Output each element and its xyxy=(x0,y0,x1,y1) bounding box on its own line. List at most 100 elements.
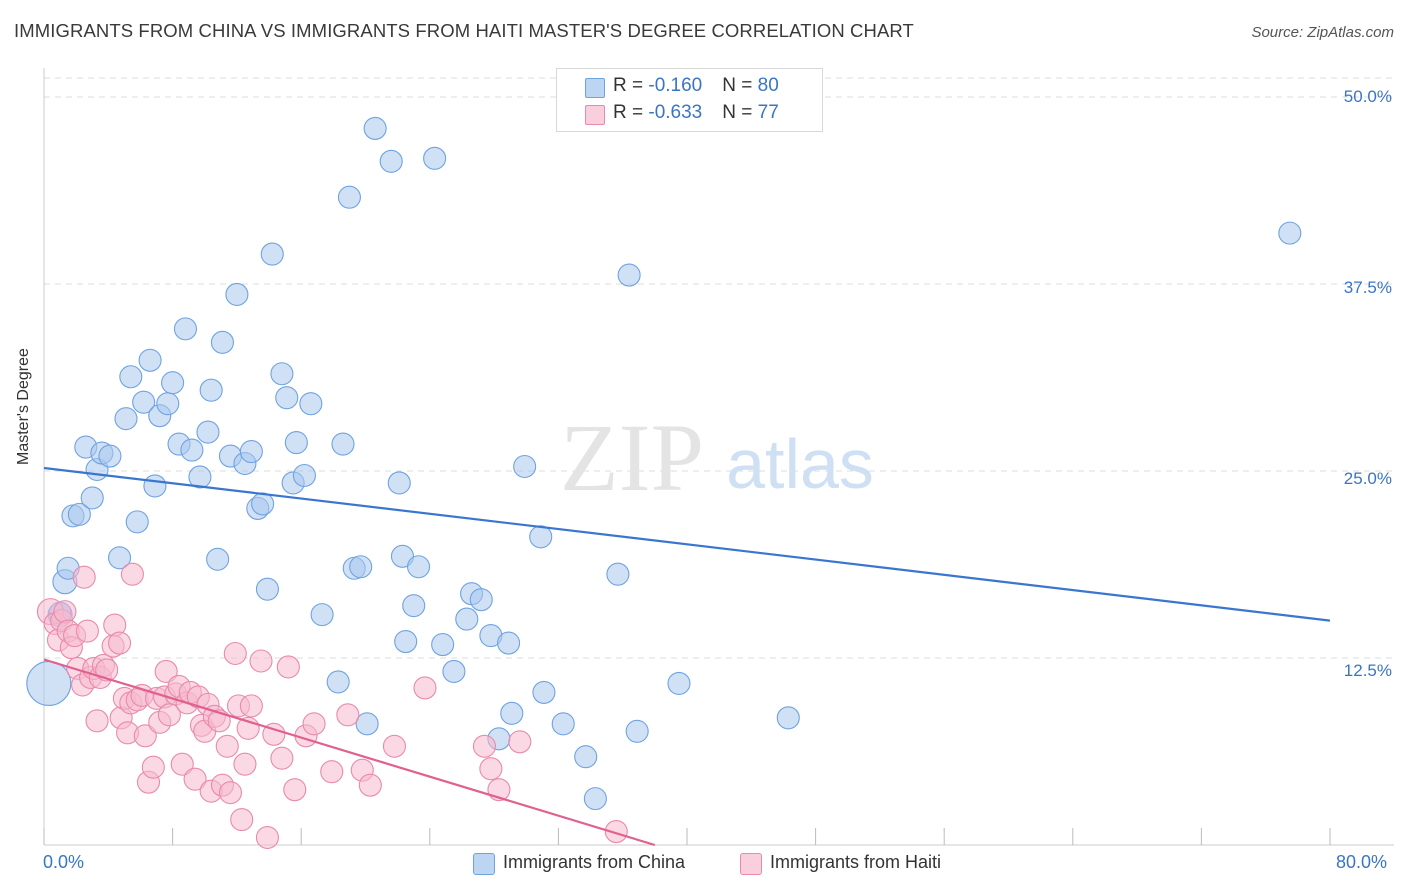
legend-r-value-haiti: -0.633 xyxy=(648,102,703,123)
data-point xyxy=(606,562,630,586)
data-point xyxy=(390,544,415,568)
data-point xyxy=(249,649,273,673)
data-point xyxy=(157,703,181,727)
data-point xyxy=(72,565,96,589)
data-point xyxy=(442,659,466,684)
data-point xyxy=(206,547,230,571)
legend-n-label: N = xyxy=(722,75,758,96)
data-point xyxy=(133,724,157,748)
data-point xyxy=(625,719,649,743)
data-point xyxy=(402,594,426,618)
data-point xyxy=(225,282,249,307)
y-tick-label-12-5: 12.5% xyxy=(1343,661,1392,680)
data-point xyxy=(170,752,194,776)
legend-n-value-china: 80 xyxy=(757,75,779,96)
data-point xyxy=(75,619,99,643)
y-tick-label-50: 50.0% xyxy=(1343,87,1392,106)
data-point xyxy=(80,486,104,510)
data-point xyxy=(161,371,185,395)
legend-r-label: R = xyxy=(613,102,649,123)
data-point xyxy=(337,185,361,209)
data-point xyxy=(188,465,212,489)
x-tick-label-min: 0.0% xyxy=(43,852,85,872)
data-point xyxy=(276,655,300,679)
chart-title: IMMIGRANTS FROM CHINA VS IMMIGRANTS FROM… xyxy=(14,20,914,41)
bottom-legend-label-haiti: Immigrants from Haiti xyxy=(770,852,942,872)
data-point xyxy=(299,392,323,416)
data-point xyxy=(387,471,411,495)
trend-line xyxy=(43,466,1331,622)
data-point xyxy=(53,600,77,624)
data-point xyxy=(120,562,144,586)
data-point xyxy=(154,659,178,684)
data-point xyxy=(310,603,334,627)
data-point xyxy=(199,378,223,402)
data-point xyxy=(349,555,373,579)
data-point xyxy=(114,407,138,431)
legend-r-value-china: -0.160 xyxy=(648,75,703,96)
data-point xyxy=(180,438,204,462)
data-point xyxy=(125,510,149,534)
data-point xyxy=(251,492,275,516)
data-point xyxy=(406,555,431,579)
series-haiti-points xyxy=(36,562,628,850)
data-point xyxy=(423,146,447,170)
watermark: ZIP atlas xyxy=(560,404,874,511)
data-point xyxy=(132,390,156,414)
y-tick-label-25: 25.0% xyxy=(1343,469,1392,488)
data-point xyxy=(108,631,132,655)
source-label: Source: ZipAtlas.com xyxy=(1251,24,1394,41)
data-point xyxy=(532,680,556,704)
data-point xyxy=(667,671,691,695)
data-point xyxy=(382,734,406,758)
data-point xyxy=(156,392,180,416)
y-axis-label: Master's Degree xyxy=(15,348,32,465)
data-point xyxy=(183,767,207,791)
legend-swatch-haiti xyxy=(585,105,605,125)
data-point xyxy=(210,330,234,354)
data-point xyxy=(604,819,628,844)
data-point xyxy=(119,365,143,389)
data-point xyxy=(776,706,800,730)
data-point xyxy=(270,746,294,770)
data-point xyxy=(551,712,575,736)
data-point xyxy=(1278,221,1302,245)
data-point xyxy=(26,660,72,706)
data-point xyxy=(472,734,497,758)
data-point xyxy=(173,317,198,341)
data-point xyxy=(108,546,132,570)
data-point xyxy=(336,703,360,727)
data-point xyxy=(617,263,641,287)
data-point xyxy=(275,386,299,410)
data-point xyxy=(363,116,387,140)
grid-lines xyxy=(44,77,1394,659)
data-point xyxy=(469,588,493,612)
data-point xyxy=(331,432,355,456)
bottom-legend-swatch-haiti xyxy=(740,853,762,875)
data-point xyxy=(98,444,122,468)
data-point xyxy=(230,808,254,832)
watermark-zip: ZIP xyxy=(560,404,704,511)
data-point xyxy=(394,629,418,654)
data-point xyxy=(413,676,437,700)
trend-lines xyxy=(43,466,1331,847)
data-point xyxy=(320,760,344,784)
data-point xyxy=(302,712,326,736)
data-point xyxy=(284,431,308,455)
data-point xyxy=(574,745,598,769)
data-point xyxy=(255,577,279,601)
data-point xyxy=(218,781,243,805)
legend-swatch-china xyxy=(585,78,605,98)
data-point xyxy=(431,632,455,657)
legend-n-label: N = xyxy=(722,102,758,123)
data-point xyxy=(283,778,307,802)
data-point xyxy=(239,694,263,718)
data-point xyxy=(583,787,607,811)
data-point xyxy=(239,440,263,464)
data-point xyxy=(141,755,165,779)
legend-n-value-haiti: 77 xyxy=(757,102,779,123)
correlation-legend: R = -0.160 N = 80 R = -0.633 N = 77 xyxy=(556,68,823,132)
data-point xyxy=(255,825,279,850)
data-point xyxy=(138,348,162,372)
